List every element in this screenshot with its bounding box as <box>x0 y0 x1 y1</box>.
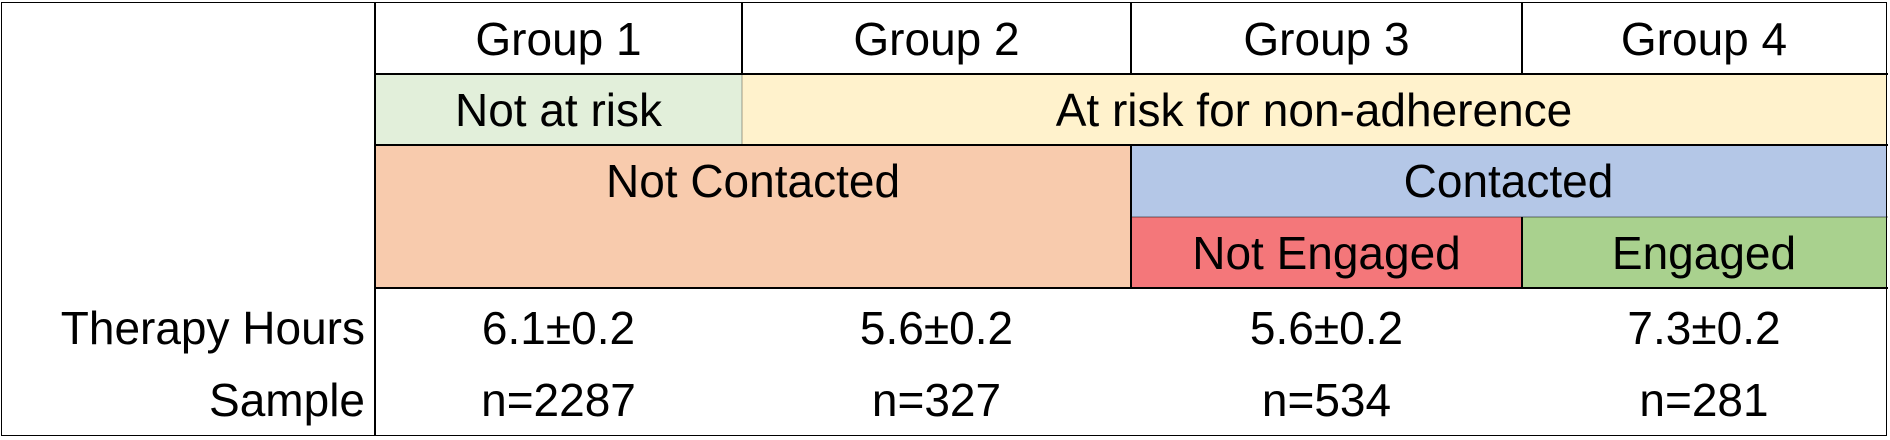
divider-line <box>374 287 1888 289</box>
therapy-hours-group-4: 7.3±0.2 <box>1627 302 1781 354</box>
not-engaged-cell: Not Engaged <box>1131 217 1522 288</box>
divider-line <box>374 73 1888 75</box>
at-risk-cell: At risk for non-adherence <box>742 74 1886 145</box>
divider-line <box>741 74 743 145</box>
divider-line <box>741 3 743 74</box>
therapy-hours-group-1: 6.1±0.2 <box>481 302 636 354</box>
sample-group-4: n=281 <box>1639 374 1769 426</box>
group-4-header: Group 4 <box>1620 12 1788 65</box>
not-contacted-cell: Not Contacted <box>375 145 1131 288</box>
divider-line <box>1521 3 1523 74</box>
therapy-hours-group-3: 5.6±0.2 <box>1249 302 1404 354</box>
group-1-header: Group 1 <box>475 12 642 65</box>
engaged-cell: Engaged <box>1522 217 1886 288</box>
divider-line <box>1130 216 1888 218</box>
divider-line <box>1130 3 1132 74</box>
sample-group-3: n=534 <box>1261 374 1392 426</box>
not-contacted-label: Not Contacted <box>605 155 901 207</box>
therapy-hours-label: Therapy Hours <box>60 302 365 354</box>
divider-line <box>1130 145 1132 288</box>
sample-group-2: n=327 <box>871 374 1002 426</box>
group-2-header: Group 2 <box>853 12 1020 65</box>
not-at-risk-cell: Not at risk <box>375 74 742 145</box>
divider-line <box>1521 217 1523 288</box>
divider-line <box>374 144 1888 146</box>
contacted-cell: Contacted <box>1131 145 1886 217</box>
group-3-header: Group 3 <box>1243 12 1410 65</box>
therapy-hours-group-2: 5.6±0.2 <box>859 302 1014 354</box>
sample-label: Sample <box>209 374 365 426</box>
sample-group-1: n=2287 <box>481 374 636 426</box>
divider-line <box>374 3 376 435</box>
